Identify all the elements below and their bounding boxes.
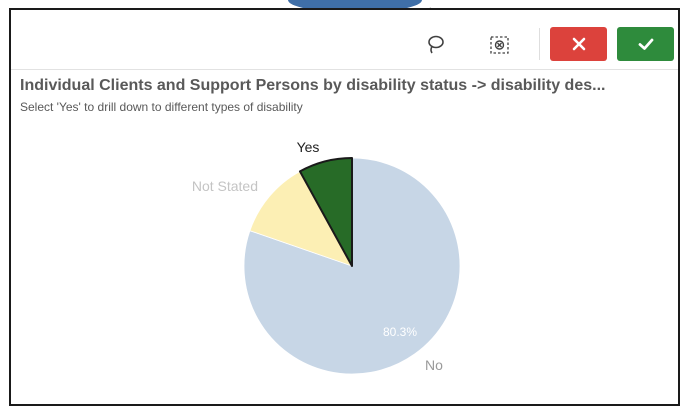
toolbar-separator <box>539 28 540 60</box>
slice-value-label-no: 80.3% <box>383 325 417 339</box>
checkmark-icon <box>638 38 653 50</box>
slice-label-yes: Yes <box>297 139 320 155</box>
toolbar-divider <box>11 69 678 70</box>
slice-label-no: No <box>425 357 443 373</box>
confirm-selection-button[interactable] <box>617 27 674 61</box>
pie-slice-no[interactable] <box>243 157 461 375</box>
slice-label-not-stated: Not Stated <box>192 178 258 194</box>
cancel-selection-button[interactable] <box>550 27 607 61</box>
clear-selection-icon[interactable] <box>489 34 511 56</box>
pie-slice-yes[interactable] <box>298 157 353 267</box>
close-icon <box>572 37 585 51</box>
chart-subtitle: Select 'Yes' to drill down to different … <box>20 100 303 114</box>
lasso-icon[interactable] <box>424 34 446 56</box>
pie-slice-not-stated[interactable] <box>249 170 353 267</box>
